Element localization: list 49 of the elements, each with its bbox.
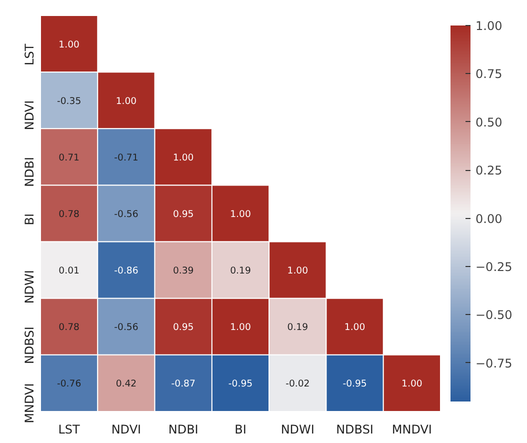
color-bar-label: −0.25 [476,260,512,274]
y-tick-label: BI [22,213,36,226]
data-label: 0.19 [287,322,308,334]
data-label: 0.95 [172,322,194,334]
data-label: -0.95 [342,378,367,390]
color-bar-label: 0.50 [476,115,502,130]
data-label: 0.78 [58,209,80,220]
color-bar-label: −0.75 [476,356,512,370]
data-label: 1.00 [344,322,366,334]
data-label: -0.86 [114,266,138,277]
x-tick-label: NDVI [111,422,142,436]
data-label: 1.00 [402,378,422,390]
y-tick-label: NDBSI [22,326,36,364]
data-label: -0.56 [114,322,138,334]
data-label: -0.76 [57,378,82,390]
x-tick-label: NDBSI [336,422,374,436]
data-label: 1.00 [230,322,251,334]
data-label: -0.56 [114,209,138,220]
data-label: 0.19 [230,266,251,277]
x-tick-label: NDWI [280,422,314,436]
data-label: 0.01 [58,266,80,277]
data-label: -0.95 [228,378,253,390]
x-tick-label: NDBI [168,422,198,436]
data-label: 1.00 [172,152,194,164]
x-tick-label: MNDVI [392,422,432,436]
data-label: -0.02 [286,378,310,390]
color-bar-label: 0.25 [476,164,502,178]
y-tick-label: NDVI [22,100,36,130]
y-tick-label: NDBI [22,156,36,187]
x-tick-label: BI [234,422,246,436]
data-label: 0.78 [58,322,80,334]
data-label: 0.71 [58,152,80,164]
color-bar-label: 0.75 [476,67,502,82]
color-bar-label: 1.00 [476,19,502,33]
data-label: -0.87 [171,378,196,390]
y-tick-label: NDWI [22,270,36,304]
x-tick-label: LST [58,422,81,436]
data-label: -0.35 [57,96,82,107]
data-label: 1.00 [116,96,137,107]
data-label: 0.95 [172,209,194,220]
color-bar-label: −0.50 [476,308,512,322]
data-label: 0.39 [172,266,194,277]
color-bar-label: 0.00 [476,212,502,226]
y-tick-label: LST [22,43,36,66]
data-label: -0.71 [114,152,138,164]
data-label: 0.42 [116,378,137,390]
data-label: 1.00 [230,209,251,220]
data-label: 1.00 [287,266,308,277]
data-label: 1.00 [58,39,80,50]
